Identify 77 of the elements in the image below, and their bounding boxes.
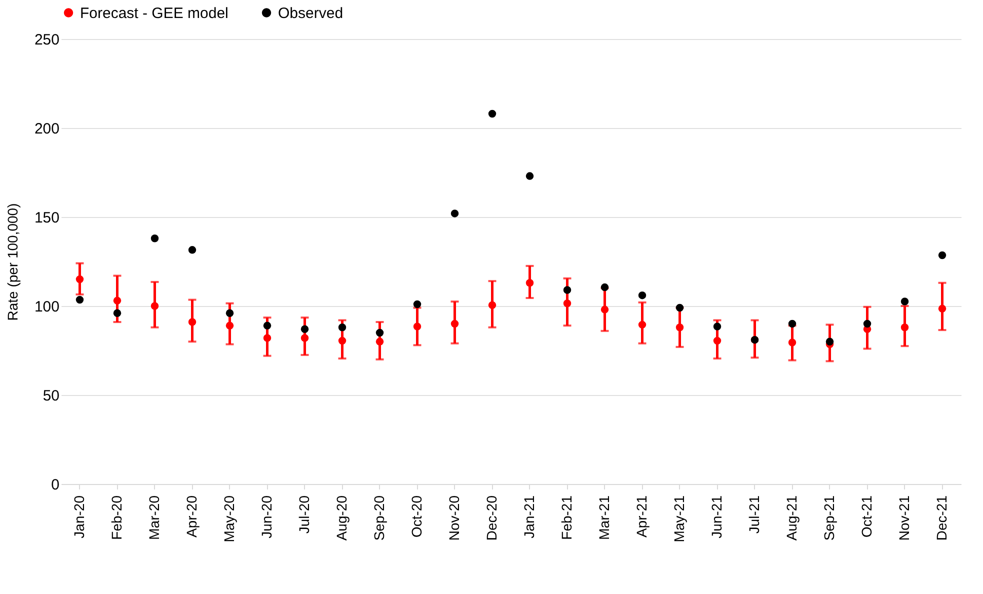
point (938, 251, 946, 260)
x-tick-label: Aug-20 (333, 495, 350, 541)
point (788, 320, 796, 328)
point (900, 298, 909, 306)
point (488, 301, 496, 309)
y-tick-label: 250 (34, 32, 60, 48)
point (300, 325, 309, 334)
x-tick-label: Feb-20 (108, 495, 124, 540)
point (413, 300, 422, 308)
point (226, 309, 234, 317)
point (788, 338, 796, 346)
x-tick-label: Jun-21 (708, 495, 724, 538)
y-tick-label: 50 (42, 388, 60, 404)
x-tick-label: Dec-21 (933, 495, 950, 541)
point (676, 323, 684, 332)
x-tick-label: Jan-20 (70, 495, 87, 538)
x-tick-label: Jul-21 (746, 495, 762, 534)
point (938, 304, 946, 313)
legend-label: Observed (278, 4, 344, 22)
point (600, 283, 609, 292)
point (450, 210, 459, 218)
point (676, 304, 684, 312)
point (226, 322, 234, 330)
x-tick-label: Nov-21 (896, 495, 912, 541)
x-tick-label: Jul-20 (296, 495, 312, 534)
x-tick-label: Jan-21 (520, 495, 537, 538)
point (188, 246, 196, 254)
point (263, 334, 272, 342)
point (563, 299, 572, 308)
legend-label: Forecast - GEE model (80, 4, 228, 22)
y-tick-label: 100 (34, 298, 60, 316)
point (638, 320, 646, 329)
point (76, 296, 84, 304)
point (376, 338, 384, 346)
point (713, 336, 722, 345)
x-tick-label: Mar-20 (146, 495, 162, 540)
point (900, 323, 909, 332)
point (863, 320, 872, 328)
x-tick-label: Apr-20 (183, 495, 200, 538)
point (376, 328, 384, 337)
x-tick-label: Aug-21 (783, 495, 800, 541)
x-tick-label: Oct-20 (408, 495, 424, 538)
x-tick-label: Sep-20 (370, 495, 387, 541)
x-tick-label: Mar-21 (596, 495, 612, 540)
point (826, 338, 834, 346)
point (150, 302, 159, 310)
point (563, 286, 572, 294)
x-tick-label: Dec-20 (483, 495, 500, 541)
point (263, 322, 272, 330)
point (413, 322, 422, 330)
point (150, 234, 159, 242)
point (338, 323, 346, 332)
point (638, 291, 646, 300)
point (113, 296, 122, 305)
point (188, 318, 196, 326)
point (526, 172, 534, 180)
point (76, 275, 84, 284)
x-tick-label: Jun-20 (258, 495, 274, 538)
point (300, 334, 309, 342)
x-tick-label: May-20 (220, 495, 237, 542)
point (713, 322, 722, 330)
y-tick-label: 150 (34, 210, 60, 226)
x-tick-label: Feb-21 (558, 495, 574, 540)
x-tick-label: Sep-21 (820, 495, 837, 541)
y-axis-title: Rate (per 100,000) (4, 203, 20, 321)
y-tick-label: 0 (51, 476, 60, 494)
x-tick-label: May-21 (670, 495, 687, 542)
x-tick-label: Apr-21 (633, 495, 650, 538)
point (450, 320, 459, 328)
point (338, 336, 346, 345)
point (488, 110, 496, 118)
x-tick-label: Nov-20 (446, 495, 462, 541)
y-tick-label: 200 (34, 120, 60, 138)
point (526, 278, 534, 287)
x-tick-label: Oct-21 (858, 495, 874, 538)
point (600, 306, 609, 314)
point (113, 309, 122, 317)
